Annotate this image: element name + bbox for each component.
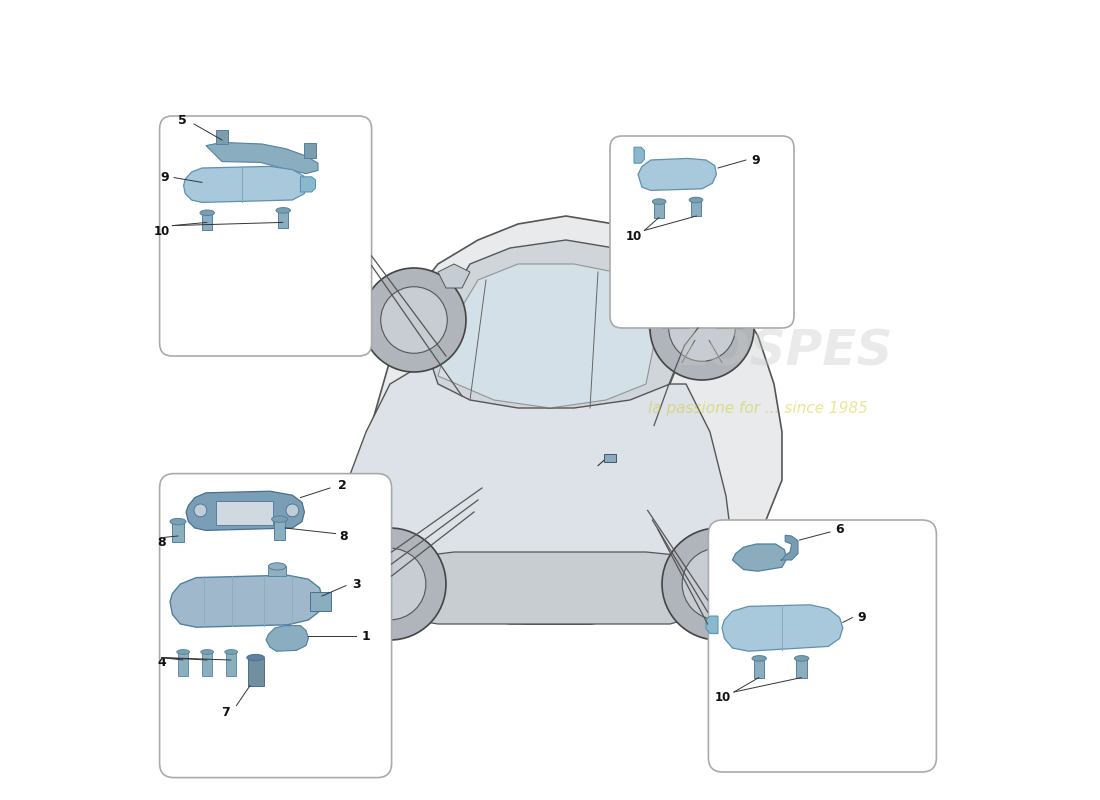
Polygon shape [430, 240, 686, 408]
Circle shape [362, 268, 466, 372]
Text: la passione for ... since 1985: la passione for ... since 1985 [648, 401, 868, 415]
Circle shape [381, 286, 448, 354]
Polygon shape [326, 360, 734, 624]
Ellipse shape [794, 656, 808, 661]
Text: 2: 2 [338, 479, 346, 492]
FancyBboxPatch shape [160, 474, 392, 778]
Text: 10: 10 [626, 230, 642, 242]
Circle shape [334, 528, 446, 640]
Text: 10: 10 [154, 225, 170, 238]
Bar [754, 658, 764, 678]
FancyBboxPatch shape [708, 520, 936, 772]
Ellipse shape [690, 198, 703, 202]
Bar [691, 200, 701, 216]
Ellipse shape [276, 207, 290, 213]
Bar [202, 213, 212, 230]
Bar [796, 658, 806, 678]
Text: 5: 5 [177, 114, 186, 126]
Text: 3: 3 [352, 578, 361, 590]
Polygon shape [634, 147, 645, 163]
Polygon shape [266, 626, 308, 651]
Bar [654, 202, 664, 218]
Polygon shape [706, 616, 718, 634]
Ellipse shape [246, 654, 264, 661]
Polygon shape [780, 535, 798, 560]
Ellipse shape [177, 650, 189, 654]
Ellipse shape [200, 210, 214, 215]
Ellipse shape [272, 516, 287, 522]
Polygon shape [326, 216, 782, 624]
Polygon shape [366, 552, 742, 624]
Bar [216, 501, 273, 525]
Bar [216, 130, 229, 144]
Circle shape [354, 548, 426, 620]
Circle shape [682, 548, 754, 620]
Bar [310, 592, 331, 611]
Circle shape [194, 504, 207, 517]
Ellipse shape [752, 656, 767, 661]
Text: 9: 9 [751, 154, 760, 166]
Bar [604, 454, 616, 462]
Polygon shape [206, 142, 318, 174]
Ellipse shape [170, 518, 186, 525]
Text: LOSPES: LOSPES [679, 328, 893, 376]
Bar [202, 652, 212, 676]
Ellipse shape [652, 199, 666, 204]
Circle shape [650, 276, 754, 380]
Bar [226, 652, 236, 676]
Text: 7: 7 [221, 706, 230, 718]
Polygon shape [170, 575, 322, 627]
Text: 1: 1 [362, 630, 371, 642]
Text: 8: 8 [339, 530, 348, 542]
Polygon shape [722, 605, 843, 651]
Text: 8: 8 [157, 536, 166, 549]
Polygon shape [638, 158, 716, 190]
Ellipse shape [201, 650, 213, 654]
Ellipse shape [224, 650, 238, 654]
Bar [248, 658, 264, 686]
Text: 9: 9 [858, 611, 867, 624]
Circle shape [286, 504, 299, 517]
Circle shape [669, 294, 735, 362]
Bar [274, 519, 285, 540]
Bar [178, 652, 188, 676]
Polygon shape [184, 166, 307, 202]
Bar [278, 210, 288, 228]
Text: 6: 6 [835, 523, 844, 536]
Bar [304, 143, 316, 158]
Polygon shape [438, 264, 654, 408]
Ellipse shape [268, 563, 286, 570]
FancyBboxPatch shape [160, 116, 372, 356]
Text: 10: 10 [715, 691, 730, 704]
Polygon shape [186, 491, 305, 530]
Polygon shape [300, 177, 316, 192]
Circle shape [662, 528, 774, 640]
Bar [268, 566, 286, 576]
Polygon shape [438, 264, 470, 288]
FancyBboxPatch shape [610, 136, 794, 328]
Text: 4: 4 [157, 656, 166, 669]
Text: 9: 9 [161, 171, 168, 184]
Bar [173, 522, 184, 542]
Polygon shape [733, 544, 786, 571]
